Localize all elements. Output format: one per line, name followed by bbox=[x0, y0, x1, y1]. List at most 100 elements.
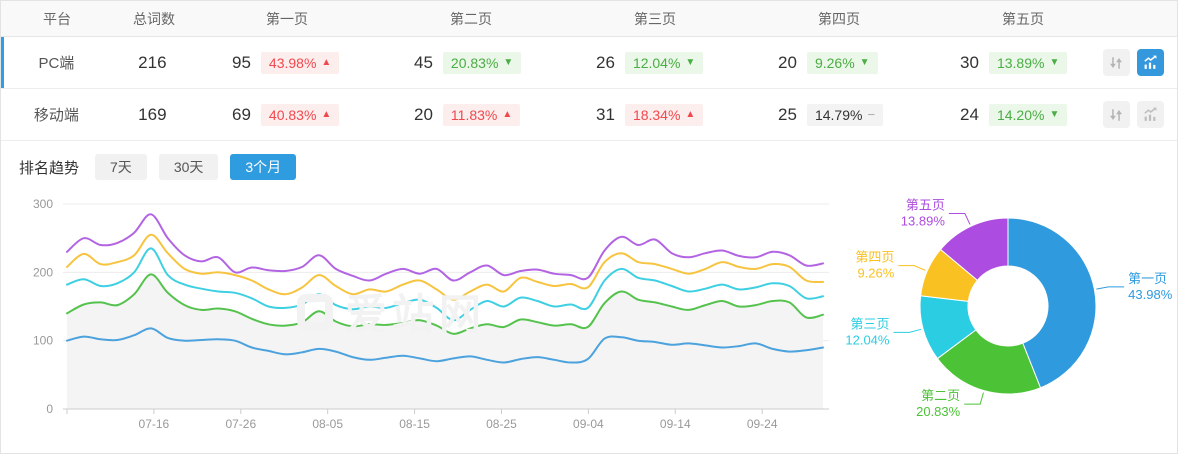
arrow-up-icon: ▲ bbox=[321, 56, 332, 68]
page-2-cell: 45 20.83% ▼ bbox=[375, 51, 557, 74]
change-badge: 13.89% ▼ bbox=[988, 51, 1068, 74]
slice-label-name: 第一页 bbox=[1128, 271, 1167, 286]
arrow-up-icon: ▲ bbox=[321, 108, 332, 120]
x-tick-label: 08-05 bbox=[312, 417, 343, 431]
slice-label-name: 第四页 bbox=[855, 250, 894, 265]
header-cell-page-4: 第四页 bbox=[818, 10, 860, 27]
platform-label: 移动端 bbox=[33, 107, 79, 124]
change-badge: 9.26% ▼ bbox=[806, 51, 878, 74]
change-badge: 12.04% ▼ bbox=[624, 51, 704, 74]
header-cell-platform: 平台 bbox=[43, 10, 71, 27]
page-4-cell: 25 14.79% − bbox=[739, 103, 921, 126]
label-line-0 bbox=[1096, 286, 1125, 290]
page-1-cell: 69 40.83% ▲ bbox=[193, 103, 375, 126]
header-cell-page-1: 第一页 bbox=[266, 10, 308, 27]
series-line-0 bbox=[66, 327, 824, 364]
change-badge: 14.20% ▼ bbox=[988, 103, 1068, 126]
row-actions bbox=[1102, 49, 1177, 76]
y-tick-label: 300 bbox=[33, 197, 53, 211]
page-count: 25 bbox=[778, 104, 797, 124]
label-line-4 bbox=[948, 213, 971, 225]
x-tick-label: 08-15 bbox=[399, 417, 430, 431]
y-tick-label: 100 bbox=[33, 334, 53, 348]
change-badge: 14.79% − bbox=[806, 103, 884, 126]
donut-slice-4 bbox=[939, 217, 1009, 281]
sort-button[interactable] bbox=[1102, 101, 1130, 128]
x-tick-label: 09-24 bbox=[747, 417, 778, 431]
page-count: 30 bbox=[960, 52, 979, 72]
page-count: 69 bbox=[231, 104, 251, 124]
series-area-1 bbox=[67, 274, 823, 409]
x-tick-label: 09-04 bbox=[573, 417, 604, 431]
rank-table: 平台 总词数 第一页 第二页 第三页 第四页 第五页 PC端 216 95 43.98… bbox=[1, 1, 1177, 141]
slice-label-percent: 13.89% bbox=[901, 214, 946, 229]
donut-slice-1 bbox=[936, 329, 1042, 395]
change-badge: 11.83% ▲ bbox=[442, 103, 521, 126]
arrow-up-icon: ▲ bbox=[685, 108, 696, 120]
slice-label-percent: 12.04% bbox=[845, 332, 890, 347]
page-count: 95 bbox=[231, 52, 251, 72]
trend-chart-button[interactable] bbox=[1136, 49, 1164, 76]
line-chart: 07-16 07-26 08-05 08-15 08-25 09-04 09-14 09-24… bbox=[1, 187, 834, 453]
slice-label-name: 第三页 bbox=[850, 316, 889, 331]
header-cell-page-3: 第三页 bbox=[634, 10, 676, 27]
table-row-mobile[interactable]: 移动端 169 69 40.83% ▲ 20 11.83% ▲ 31 18.34% ▲ 25 14.79… bbox=[1, 89, 1177, 141]
page-count: 31 bbox=[596, 104, 615, 124]
page-count: 20 bbox=[778, 52, 797, 72]
change-percent: 18.34% bbox=[632, 106, 681, 123]
tab-range-0[interactable]: 7天 bbox=[95, 154, 147, 180]
x-tick-label: 07-26 bbox=[225, 417, 256, 431]
tab-range-1[interactable]: 30天 bbox=[158, 154, 219, 180]
charts-row: 07-16 07-26 08-05 08-15 08-25 09-04 09-14 09-24… bbox=[1, 187, 1177, 453]
slice-label-percent: 43.98% bbox=[1128, 287, 1173, 302]
page-1-cell: 95 43.98% ▲ bbox=[193, 51, 375, 74]
label-line-2 bbox=[893, 328, 922, 333]
table-row-pc[interactable]: PC端 216 95 43.98% ▲ 45 20.83% ▼ 26 12.04% ▼ 20 9.26%… bbox=[1, 37, 1177, 89]
slice-label-name: 第五页 bbox=[906, 198, 945, 213]
trend-section: 排名趋势 7天 30天 3个月 07-16 07-26 08-05 08-15 08-25 0… bbox=[1, 153, 1177, 453]
page-3-cell: 26 12.04% ▼ bbox=[557, 51, 739, 74]
slice-label-percent: 9.26% bbox=[857, 266, 894, 281]
change-badge: 20.83% ▼ bbox=[442, 51, 522, 74]
donut-chart: 第一页 43.98% 第二页 20.83% 第三页 12.04% 第四页 9.26% 第五页 13… bbox=[834, 187, 1177, 453]
x-tick-label: 09-14 bbox=[660, 417, 691, 431]
x-tick-label: 08-25 bbox=[486, 417, 517, 431]
change-percent: 20.83% bbox=[450, 54, 499, 71]
series-line-1 bbox=[66, 273, 824, 335]
change-percent: 40.83% bbox=[268, 106, 317, 123]
arrow-down-icon: ▼ bbox=[503, 56, 514, 68]
change-percent: 43.98% bbox=[268, 54, 317, 71]
change-badge: 18.34% ▲ bbox=[624, 103, 704, 126]
tab-range-2[interactable]: 3个月 bbox=[230, 154, 297, 180]
page-4-cell: 20 9.26% ▼ bbox=[739, 51, 921, 74]
y-tick-label: 200 bbox=[33, 265, 53, 279]
row-actions bbox=[1102, 101, 1177, 128]
slice-label-name: 第二页 bbox=[921, 388, 960, 403]
trend-section-title: 排名趋势 bbox=[19, 159, 80, 177]
change-percent: 14.20% bbox=[996, 106, 1045, 123]
minus-icon: − bbox=[867, 107, 876, 122]
label-line-3 bbox=[898, 265, 926, 271]
arrow-down-icon: ▼ bbox=[1049, 56, 1060, 68]
series-line-3 bbox=[66, 233, 824, 301]
page-3-cell: 31 18.34% ▲ bbox=[557, 103, 739, 126]
header-cell-page-2: 第二页 bbox=[450, 10, 492, 27]
page-5-cell: 24 14.20% ▼ bbox=[921, 103, 1103, 126]
total-words-value: 216 bbox=[138, 52, 167, 72]
sort-button[interactable] bbox=[1102, 49, 1130, 76]
x-tick-label: 07-16 bbox=[139, 417, 170, 431]
series-line-4 bbox=[66, 213, 824, 282]
arrow-up-icon: ▲ bbox=[502, 108, 513, 120]
platform-label: PC端 bbox=[38, 55, 75, 72]
table-body: PC端 216 95 43.98% ▲ 45 20.83% ▼ 26 12.04% ▼ 20 9.26%… bbox=[1, 37, 1177, 141]
arrow-down-icon: ▼ bbox=[685, 56, 696, 68]
page-count: 26 bbox=[596, 52, 615, 72]
arrow-down-icon: ▼ bbox=[1049, 108, 1060, 120]
trend-chart-button[interactable] bbox=[1136, 101, 1164, 128]
change-percent: 9.26% bbox=[814, 54, 855, 71]
line-chart-svg: 07-16 07-26 08-05 08-15 08-25 09-04 09-14 09-24… bbox=[33, 197, 829, 431]
total-words-value: 169 bbox=[138, 104, 167, 124]
series-line-2 bbox=[66, 247, 824, 322]
